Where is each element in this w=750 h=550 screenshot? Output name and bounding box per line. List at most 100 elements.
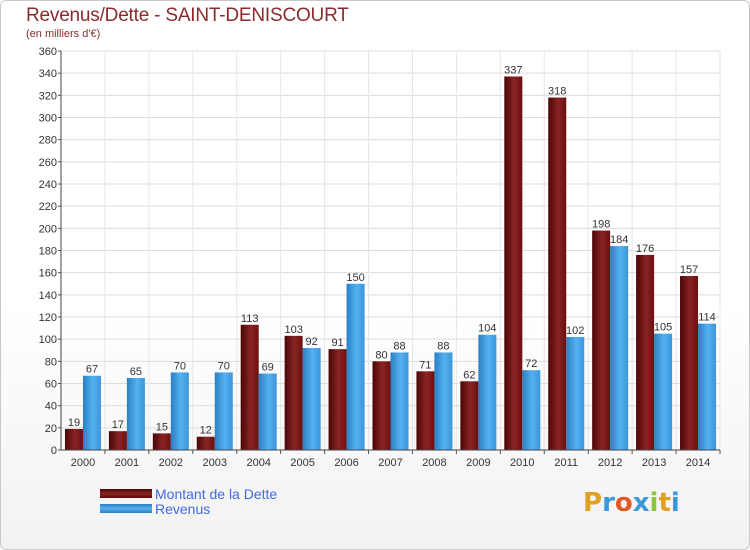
x-tick-label: 2010 [510, 457, 534, 469]
data-label: 88 [437, 340, 449, 352]
bar-dette [152, 433, 171, 450]
y-tick-label: 60 [45, 379, 57, 391]
chart-title: Revenus/Dette - SAINT-DENISCOURT [26, 5, 349, 26]
data-label: 198 [592, 219, 610, 231]
data-label: 184 [610, 234, 628, 246]
y-tick-label: 280 [39, 135, 57, 147]
x-tick-label: 2008 [422, 457, 446, 469]
data-label: 104 [478, 323, 496, 335]
y-tick-label: 100 [39, 334, 57, 346]
y-tick-label: 120 [39, 312, 57, 324]
y-tick-label: 180 [39, 246, 57, 258]
bar-dette [108, 431, 127, 450]
logo-letter: i [649, 488, 659, 518]
x-tick-label: 2006 [334, 457, 358, 469]
bar-dette [460, 381, 479, 450]
data-label: 114 [698, 312, 716, 324]
data-label: 62 [463, 369, 475, 381]
x-tick-label: 2002 [159, 457, 183, 469]
bar-dette [504, 76, 523, 450]
x-tick-label: 2013 [642, 457, 666, 469]
legend-label-dette: Montant de la Dette [155, 486, 278, 502]
y-tick-label: 220 [39, 201, 57, 213]
data-label: 91 [331, 337, 343, 349]
data-label: 72 [525, 358, 537, 370]
y-tick-label: 240 [39, 179, 57, 191]
bar-dette [416, 371, 435, 450]
data-label: 318 [548, 86, 566, 98]
y-tick-label: 0 [51, 445, 57, 457]
proxiti-logo: Proxiti [583, 488, 680, 518]
data-label: 65 [130, 366, 142, 378]
x-tick-label: 2007 [378, 457, 402, 469]
bar-revenus [566, 336, 585, 450]
y-tick-label: 80 [45, 356, 57, 368]
bar-dette [592, 230, 611, 450]
bar-revenus [654, 333, 673, 450]
x-tick-label: 2001 [115, 457, 139, 469]
data-label: 19 [68, 417, 80, 429]
data-label: 15 [156, 421, 168, 433]
y-tick-label: 200 [39, 223, 57, 235]
data-label: 337 [504, 64, 522, 76]
bar-revenus [434, 352, 453, 450]
bar-revenus [698, 323, 717, 450]
bar-dette [636, 254, 655, 450]
bar-dette [372, 361, 391, 450]
logo-letter: r [602, 488, 615, 518]
data-label: 176 [636, 243, 654, 255]
y-tick-label: 340 [39, 68, 57, 80]
logo-letter: x [632, 488, 650, 518]
data-label: 113 [241, 313, 259, 325]
legend-label-revenus: Revenus [155, 501, 211, 517]
bar-dette [196, 436, 215, 450]
y-tick-label: 260 [39, 157, 57, 169]
bar-revenus [82, 375, 101, 450]
data-label: 12 [200, 425, 212, 437]
data-label: 157 [680, 264, 698, 276]
bar-dette [284, 335, 303, 450]
data-label: 17 [112, 419, 124, 431]
bar-revenus [126, 377, 145, 450]
data-label: 70 [218, 360, 230, 372]
bar-revenus [610, 246, 629, 450]
y-tick-label: 360 [39, 46, 57, 58]
bar-revenus [522, 370, 541, 450]
legend-swatch-dette [100, 489, 152, 498]
x-tick-label: 2014 [686, 457, 710, 469]
legend-swatch-revenus [100, 504, 152, 513]
x-tick-label: 2011 [554, 457, 578, 469]
y-tick-label: 300 [39, 113, 57, 125]
logo-letter: t [658, 488, 671, 518]
bar-dette [328, 349, 347, 450]
logo-letter: P [583, 488, 603, 518]
y-tick-label: 160 [39, 268, 57, 280]
bar-revenus [302, 348, 321, 450]
bar-dette [548, 97, 567, 451]
x-tick-label: 2000 [71, 457, 95, 469]
data-label: 88 [393, 340, 405, 352]
data-label: 80 [375, 349, 387, 361]
bar-revenus [214, 372, 233, 450]
data-label: 69 [262, 362, 274, 374]
x-tick-label: 2005 [290, 457, 314, 469]
x-tick-label: 2012 [598, 457, 622, 469]
y-tick-label: 20 [45, 423, 57, 435]
data-label: 70 [174, 360, 186, 372]
y-tick-label: 140 [39, 290, 57, 302]
data-label: 102 [566, 325, 584, 337]
data-label: 67 [86, 364, 98, 376]
y-tick-label: 320 [39, 90, 57, 102]
data-label: 71 [419, 359, 431, 371]
data-label: 103 [284, 324, 302, 336]
bar-revenus [478, 334, 497, 450]
chart-subtitle: (en milliers d'€) [26, 28, 101, 40]
bar-dette [680, 275, 699, 450]
x-tick-label: 2004 [246, 457, 270, 469]
logo-letter: i [670, 488, 680, 518]
data-label: 105 [654, 322, 672, 334]
bar-revenus [390, 352, 409, 450]
bar-revenus [170, 372, 189, 450]
bar-dette [64, 428, 83, 450]
bar-revenus [258, 373, 277, 450]
